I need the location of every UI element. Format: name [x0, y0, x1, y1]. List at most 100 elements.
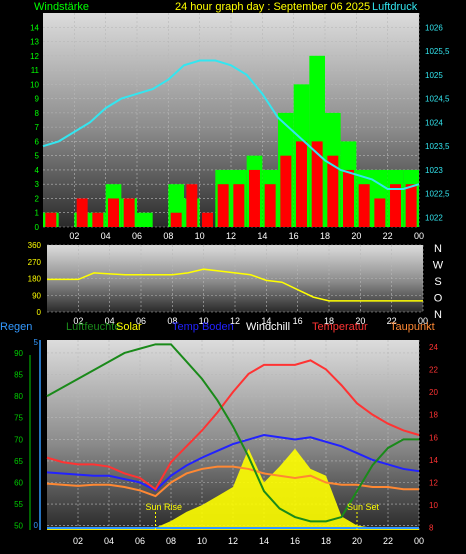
y-left-tick-label: 75 — [14, 414, 23, 423]
x-tick-label: 06 — [132, 231, 142, 241]
wind-avg-bar — [311, 141, 323, 227]
temperature-line — [46, 359, 420, 491]
x-tick-label: 12 — [226, 231, 236, 241]
wind-avg-bar — [358, 184, 370, 227]
legend-dewpoint: Taupunkt — [390, 321, 435, 333]
wind-direction-line — [47, 268, 423, 302]
y-right-tick-label: 1025 — [425, 71, 443, 80]
sun-annotations: Sun Rise Sun Set — [146, 502, 380, 530]
y-right-tick-label: 16 — [429, 433, 438, 442]
y-left-tick-label: 8 — [35, 109, 40, 118]
y-left-tick-label: 0 — [37, 308, 42, 317]
x-tick-label: 16 — [289, 231, 299, 241]
wind-avg-bar — [123, 198, 135, 227]
y-left-tick-label: 90 — [14, 349, 23, 358]
x-tick-label: 16 — [290, 536, 300, 546]
wind-avg-bar — [76, 198, 88, 227]
x-tick-label: 14 — [257, 231, 267, 241]
y-right-tick-label: 12 — [429, 479, 438, 488]
x-tick-label: 10 — [199, 316, 209, 326]
wind-avg-bar — [280, 155, 292, 227]
x-tick-label: 22 — [387, 316, 397, 326]
y-right-tick-label: 1022,5 — [425, 190, 450, 199]
x-tick-label: 14 — [261, 316, 271, 326]
y-right-tick-label: 1026 — [425, 23, 443, 32]
x-tick-label: 06 — [136, 316, 146, 326]
legend-temp_ground: Temp Boden — [172, 321, 234, 333]
y-left-tick-label: 6 — [35, 137, 40, 146]
rain-axis-tick: 0 — [34, 521, 39, 530]
y-left-tick-label: 9 — [35, 95, 40, 104]
x-tick-label: 12 — [228, 536, 238, 546]
x-tick-label: 04 — [101, 231, 111, 241]
y-right-tick-label: 10 — [429, 501, 438, 510]
y-right-tick-label: 1023 — [425, 166, 443, 175]
wind-avg-bar — [264, 184, 276, 227]
legend-windchill: Windchill — [246, 321, 290, 333]
wind-gust-bar — [137, 212, 153, 227]
y-left-tick-label: 80 — [14, 392, 23, 401]
y-left-tick-label: 50 — [14, 522, 23, 531]
dewpoint-line — [46, 465, 419, 498]
x-tick-label: 18 — [324, 316, 334, 326]
x-tick-label: 08 — [166, 536, 176, 546]
y-left-tick-label: 270 — [28, 258, 42, 267]
y-left-tick-label: 11 — [31, 66, 40, 75]
y-left-tick-label: 1 — [35, 209, 40, 218]
x-tick-label: 12 — [230, 316, 240, 326]
temp-humidity-grid — [47, 340, 420, 530]
temp-ground-line — [46, 433, 420, 492]
temp-humidity-series — [46, 343, 420, 530]
wind-direction-grid — [47, 244, 424, 313]
legend-humidity: Luftfeuchte — [66, 321, 120, 333]
y-left-tick-label: 12 — [30, 52, 39, 61]
compass-label: W — [433, 260, 444, 272]
wind-pressure-series — [42, 55, 420, 227]
wind-avg-bar — [249, 169, 260, 227]
wind-avg-bar — [170, 212, 182, 227]
x-tick-label: 04 — [104, 536, 114, 546]
y-left-tick-label: 180 — [28, 275, 42, 284]
wind-avg-bar — [45, 212, 57, 227]
y-left-tick-label: 5 — [35, 152, 40, 161]
y-left-tick-label: 360 — [28, 241, 42, 250]
y-right-tick-label: 24 — [429, 343, 438, 352]
x-tick-label: 00 — [418, 316, 428, 326]
y-right-tick-label: 20 — [429, 388, 438, 397]
wind-avg-bar — [108, 198, 119, 227]
temp-humidity-ticks: 02 04 06 08 10 12 14 16 18 20 22 005055606570758085… — [14, 338, 438, 546]
y-right-tick-label: 18 — [429, 411, 438, 420]
y-right-tick-label: 1024,5 — [425, 95, 450, 104]
x-tick-label: 02 — [69, 231, 79, 241]
y-left-tick-label: 60 — [14, 479, 23, 488]
humidity-line — [46, 343, 419, 523]
x-tick-label: 18 — [321, 536, 331, 546]
wind-avg-bar — [296, 141, 307, 227]
x-tick-label: 10 — [197, 536, 207, 546]
wind-pressure-ticks: 02 04 06 08 10 12 14 16 18 20 22 000123456789101112… — [30, 23, 450, 241]
wind-avg-bar — [327, 155, 339, 227]
graph-title: 24 hour graph day : September 06 2025 — [175, 1, 370, 13]
x-tick-label: 14 — [259, 536, 269, 546]
solar-area — [47, 448, 419, 530]
wind-avg-bar — [374, 198, 386, 227]
wind-avg-bar — [390, 184, 401, 227]
y-right-tick-label: 1022 — [425, 213, 443, 222]
wind-avg-bar — [343, 169, 354, 227]
y-right-tick-label: 14 — [429, 456, 438, 465]
y-right-tick-label: 22 — [429, 365, 438, 374]
x-tick-label: 20 — [351, 231, 361, 241]
rain-axis-tick: 5 — [34, 338, 39, 347]
y-left-tick-label: 13 — [30, 38, 39, 47]
wind-avg-bar — [217, 184, 229, 227]
compass-label: O — [434, 293, 443, 305]
y-left-tick-label: 2 — [35, 194, 40, 203]
y-left-tick-label: 55 — [14, 500, 23, 509]
x-tick-label: 20 — [355, 316, 365, 326]
x-tick-label: 18 — [320, 231, 330, 241]
y-left-tick-label: 85 — [14, 371, 23, 380]
x-tick-label: 00 — [414, 536, 424, 546]
